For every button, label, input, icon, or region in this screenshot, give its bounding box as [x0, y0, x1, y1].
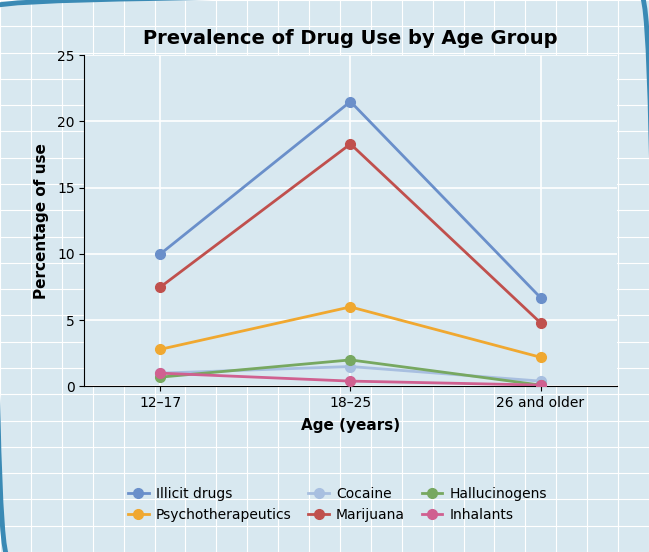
- Cocaine: [156, 370, 164, 376]
- Psychotherapeutics: [156, 346, 164, 353]
- Marijuana: [347, 141, 354, 147]
- Line: Illicit drugs: Illicit drugs: [156, 97, 545, 302]
- Illicit drugs: [347, 98, 354, 105]
- Legend: Illicit drugs, Psychotherapeutics, Cocaine, Marijuana, Hallucinogens, Inhalants: Illicit drugs, Psychotherapeutics, Cocai…: [121, 480, 554, 528]
- Inhalants: [537, 382, 545, 389]
- Line: Marijuana: Marijuana: [156, 139, 545, 328]
- Illicit drugs: [537, 294, 545, 301]
- Line: Inhalants: Inhalants: [156, 368, 545, 390]
- Marijuana: [156, 284, 164, 290]
- Y-axis label: Percentage of use: Percentage of use: [34, 143, 49, 299]
- Line: Cocaine: Cocaine: [156, 362, 545, 386]
- Inhalants: [156, 370, 164, 376]
- Cocaine: [537, 378, 545, 384]
- Psychotherapeutics: [537, 354, 545, 360]
- Hallucinogens: [156, 374, 164, 380]
- Line: Hallucinogens: Hallucinogens: [156, 355, 545, 390]
- Hallucinogens: [537, 382, 545, 389]
- Line: Psychotherapeutics: Psychotherapeutics: [156, 302, 545, 362]
- Hallucinogens: [347, 357, 354, 363]
- Psychotherapeutics: [347, 304, 354, 310]
- X-axis label: Age (years): Age (years): [301, 418, 400, 433]
- Inhalants: [347, 378, 354, 384]
- Title: Prevalence of Drug Use by Age Group: Prevalence of Drug Use by Age Group: [143, 29, 557, 48]
- Cocaine: [347, 363, 354, 370]
- Marijuana: [537, 320, 545, 326]
- Illicit drugs: [156, 251, 164, 257]
